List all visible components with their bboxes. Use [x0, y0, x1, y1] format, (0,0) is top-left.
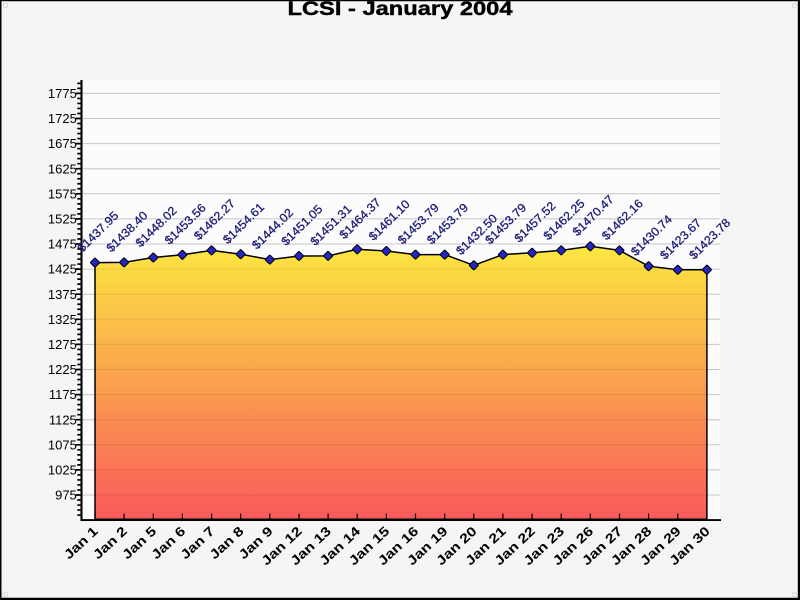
svg-text:1525: 1525 [48, 212, 77, 227]
svg-text:1075: 1075 [48, 437, 77, 452]
svg-text:1575: 1575 [48, 186, 77, 201]
svg-text:1625: 1625 [48, 161, 77, 176]
svg-text:975: 975 [55, 488, 77, 503]
svg-text:1325: 1325 [48, 312, 77, 327]
svg-text:1225: 1225 [48, 362, 77, 377]
svg-text:1675: 1675 [48, 136, 77, 151]
svg-text:1275: 1275 [48, 337, 77, 352]
svg-text:1375: 1375 [48, 287, 77, 302]
svg-text:1475: 1475 [48, 237, 77, 252]
svg-text:1425: 1425 [48, 262, 77, 277]
svg-text:1725: 1725 [48, 111, 77, 126]
svg-text:1175: 1175 [49, 387, 77, 402]
svg-text:1125: 1125 [49, 412, 77, 427]
svg-text:1775: 1775 [48, 86, 77, 101]
svg-text:LCSI - January 2004: LCSI - January 2004 [288, 0, 514, 20]
svg-text:1025: 1025 [48, 463, 77, 478]
